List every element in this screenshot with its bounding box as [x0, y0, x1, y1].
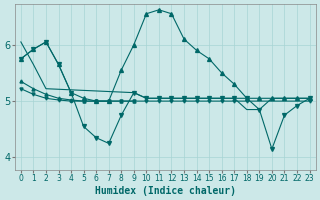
- X-axis label: Humidex (Indice chaleur): Humidex (Indice chaleur): [95, 186, 236, 196]
